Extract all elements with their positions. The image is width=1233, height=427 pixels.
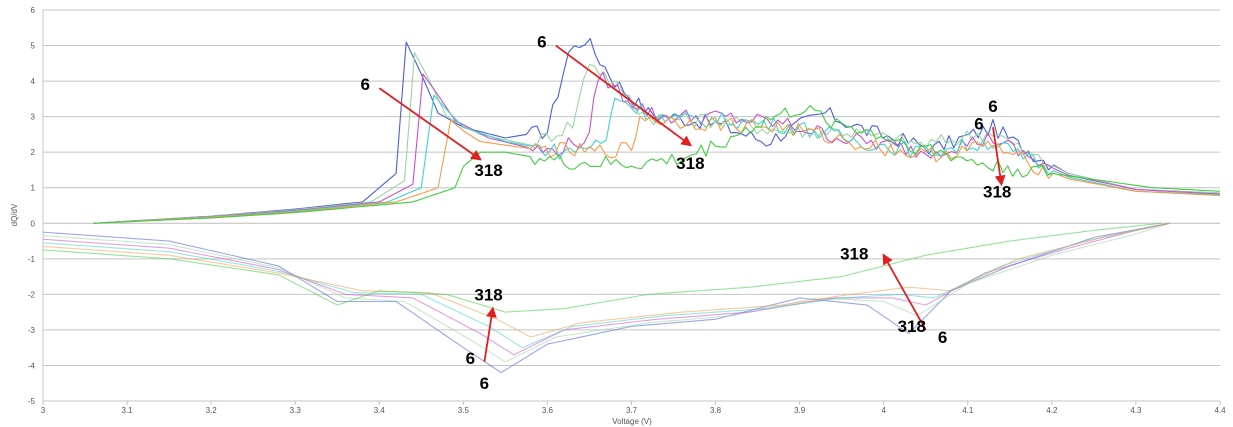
annotation-label: 6	[361, 75, 370, 94]
annotation-label: 318	[840, 244, 868, 263]
y-tick-label: 3	[31, 113, 36, 122]
annotation-arrow	[882, 253, 927, 331]
x-tick-label: 3.1	[122, 406, 134, 415]
x-tick-label: 3.4	[374, 406, 386, 415]
axis-lines	[42, 10, 1221, 405]
x-tick-label: 4.1	[962, 406, 974, 415]
annotation-label: 318	[474, 285, 502, 304]
annotation-label: 6	[938, 328, 947, 347]
y-tick-label: 1	[31, 184, 36, 193]
y-tick-label: 5	[31, 42, 36, 51]
x-tick-label: 3.3	[290, 406, 302, 415]
y-tick-label: -4	[28, 361, 36, 370]
annotation-label: 6	[974, 114, 983, 133]
x-axis-title: Voltage (V)	[612, 417, 652, 426]
series-charge-line	[93, 94, 1221, 224]
annotation-label: 6	[988, 97, 997, 116]
x-tick-label: 3.2	[206, 406, 218, 415]
x-tick-labels: 3 3.1 3.2 3.3 3.4 3.5 3.6 3.7 3.8 3.9 4 4.1 4.2 4.3 4.…	[41, 406, 1226, 415]
series-charge-line	[93, 104, 1221, 224]
y-tick-label: 4	[31, 77, 36, 86]
y-tick-label: -1	[28, 255, 36, 264]
grid-lines	[43, 9, 1220, 402]
annotation-arrow	[378, 87, 482, 161]
y-tick-label: 0	[31, 219, 36, 228]
x-tick-label: 3.6	[542, 406, 554, 415]
x-tick-label: 4	[881, 406, 886, 415]
series-discharge-line	[42, 222, 1170, 363]
annotation-label: 6	[466, 349, 475, 368]
y-tick-label: 2	[31, 148, 36, 157]
annotation-label: 318	[983, 182, 1011, 201]
series-charge-line	[93, 115, 1221, 224]
series-charge-line	[93, 38, 1221, 224]
series-discharge-line	[42, 222, 1170, 349]
series-discharge-line	[42, 222, 1170, 338]
annotation-label: 318	[898, 317, 926, 336]
x-tick-label: 3.9	[794, 406, 806, 415]
annotation-arrow	[555, 44, 693, 147]
y-tick-label: 6	[31, 6, 36, 15]
y-tick-label: -5	[28, 397, 36, 406]
annotation-label: 318	[474, 161, 502, 180]
x-tick-label: 4.4	[1214, 406, 1226, 415]
series-charge-line	[93, 71, 1221, 224]
x-tick-label: 3.5	[458, 406, 470, 415]
series-lines	[42, 38, 1221, 374]
annotation-label: 318	[676, 154, 704, 173]
series-charge-line	[93, 52, 1221, 224]
annotation-arrow	[483, 306, 497, 363]
series-discharge-line	[42, 222, 1170, 356]
x-tick-label: 4.3	[1130, 406, 1142, 415]
x-tick-label: 3.8	[710, 406, 722, 415]
y-axis-title: dQ/dV	[10, 203, 19, 226]
annotation-label: 6	[537, 33, 546, 52]
y-tick-labels: 6 5 4 3 2 1 0 -1 -2 -3 -4 -5	[28, 6, 36, 406]
x-tick-label: 3.7	[626, 406, 638, 415]
y-tick-label: -3	[28, 326, 36, 335]
annotation-arrow	[992, 127, 1006, 187]
x-tick-label: 4.2	[1046, 406, 1058, 415]
annotation-label: 6	[480, 374, 489, 393]
series-discharge-line	[42, 222, 1170, 374]
x-tick-label: 3	[41, 406, 46, 415]
series-discharge-line	[42, 222, 1162, 313]
y-tick-label: -2	[28, 290, 36, 299]
